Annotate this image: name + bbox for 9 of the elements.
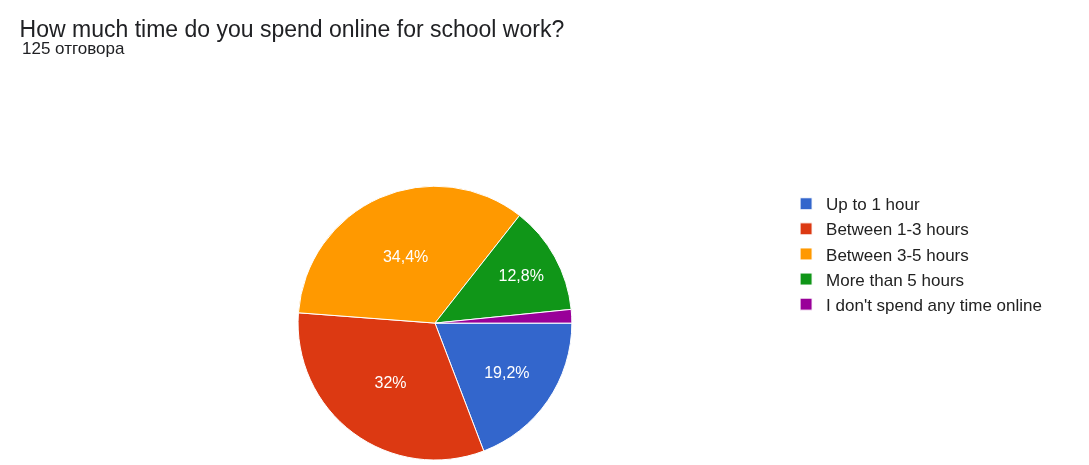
data-label: 12,8%	[498, 267, 544, 285]
legend-label: Up to 1 hour	[826, 195, 920, 215]
legend-label: Between 1-3 hours	[826, 220, 969, 240]
legend-label: More than 5 hours	[826, 270, 965, 290]
data-label: 19,2%	[484, 364, 530, 382]
data-label: 34,4%	[382, 248, 429, 266]
data-label: 32%	[374, 374, 407, 392]
legend-label: I don't spend any time online	[826, 295, 1042, 315]
legend-label: Between 3-5 hours	[826, 245, 969, 265]
